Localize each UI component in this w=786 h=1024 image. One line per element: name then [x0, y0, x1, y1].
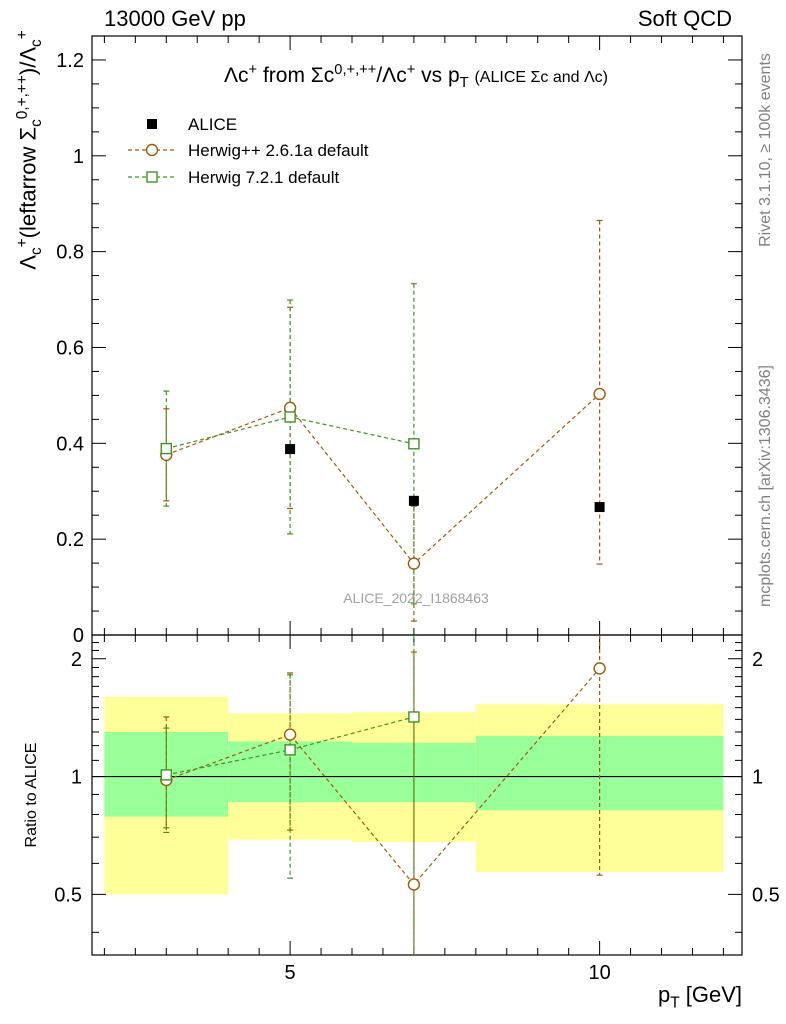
main-point-2-1 — [284, 411, 296, 423]
header-category-label: Soft QCD — [637, 6, 732, 31]
legend-marker-2 — [146, 171, 158, 183]
ratio-point-0-3 — [593, 662, 606, 675]
main-point-2-0 — [160, 442, 172, 455]
legend-label-1: Herwig++ 2.6.1a default — [188, 141, 369, 160]
ratio-y-tick-label-right: 2 — [752, 649, 763, 671]
main-point-1-2 — [407, 557, 421, 570]
main-point-1-3 — [593, 387, 606, 401]
main-y-tick-label: 0 — [73, 625, 84, 647]
main-series-line-1 — [166, 393, 601, 565]
axis-tick-labels: 0 0.2 0.4 0.6 0.8 1 1.2 5 10 0.5 0.5 1 1 2 2 — [54, 50, 780, 984]
ratio-point-1-1 — [284, 744, 296, 756]
chart-title: Λc+ from Σc0,+,++/Λc+ vs pT (ALICE Σc an… — [224, 62, 608, 92]
x-tick-label: 5 — [285, 962, 296, 984]
x-tick-label: 10 — [588, 962, 610, 984]
main-point-2-2 — [408, 438, 420, 450]
header-collision-label: 13000 GeV pp — [104, 6, 246, 31]
legend-label-0: ALICE — [188, 115, 237, 134]
ratio-y-tick-label: 1 — [71, 767, 82, 789]
main-y-tick-label: 1.2 — [56, 50, 84, 72]
main-y-tick-label: 0.4 — [56, 433, 84, 455]
ratio-y-tick-label: 2 — [71, 649, 82, 671]
main-y-tick-label: 0.6 — [56, 337, 84, 359]
ratio-y-tick-label: 0.5 — [54, 884, 82, 906]
axes-frames — [91, 35, 743, 956]
series-markers — [160, 387, 606, 891]
ratio-panel-frame — [91, 634, 743, 956]
axis-ticks — [92, 36, 742, 955]
error-bars — [163, 219, 603, 955]
legend: ALICE Herwig++ 2.6.1a default Herwig 7.2.1… — [128, 115, 369, 187]
legend-marker-1 — [145, 143, 159, 157]
ratio-y-tick-label-right: 1 — [752, 767, 763, 789]
main-y-tick-label: 0.2 — [56, 529, 84, 551]
ratio-point-1-2 — [408, 711, 420, 723]
x-axis-label: pT [GeV] — [657, 982, 742, 1012]
ratio-uncertainty-bands — [92, 696, 742, 895]
main-y-tick-label: 0.8 — [56, 242, 84, 264]
legend-marker-0 — [147, 119, 157, 129]
main-y-tick-label: 1 — [73, 146, 84, 168]
main-point-0-1 — [285, 444, 296, 455]
ratio-series-line-0 — [166, 667, 601, 886]
ratio-point-0-2 — [407, 878, 421, 891]
legend-label-2: Herwig 7.2.1 default — [188, 168, 339, 187]
ratio-y-tick-label-right: 0.5 — [752, 884, 780, 906]
main-point-0-2 — [408, 495, 419, 506]
main-point-0-3 — [594, 502, 605, 513]
analysis-watermark: ALICE_2022_I1868463 — [343, 590, 489, 606]
ratio-point-1-0 — [160, 769, 172, 781]
ratio-point-0-1 — [283, 728, 297, 741]
